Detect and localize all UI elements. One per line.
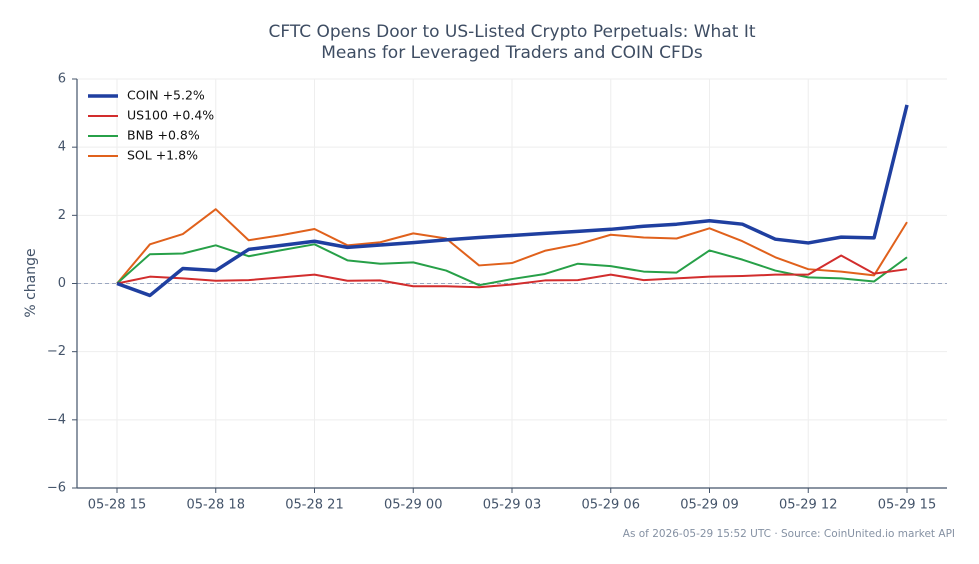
x-tick-label: 05-28 15 [88, 498, 146, 513]
legend-label: COIN +5.2% [127, 88, 205, 103]
legend-label: BNB +0.8% [127, 128, 200, 143]
y-tick-label: −2 [47, 344, 66, 359]
legend-label: SOL +1.8% [127, 148, 198, 163]
x-tick-label: 05-29 12 [779, 498, 837, 513]
x-tick-label: 05-29 03 [483, 498, 541, 513]
y-tick-label: −6 [47, 481, 66, 496]
x-tick-label: 05-29 00 [384, 498, 442, 513]
x-tick-label: 05-29 06 [582, 498, 640, 513]
legend-label: US100 +0.4% [127, 108, 214, 123]
line-series [116, 243, 908, 287]
chart-title: CFTC Opens Door to US-Listed Crypto Perp… [268, 22, 755, 42]
y-tick-label: −4 [47, 412, 66, 427]
y-tick-label: 2 [58, 208, 66, 223]
line-series [116, 254, 908, 289]
x-tick-label: 05-28 18 [187, 498, 245, 513]
y-tick-label: 6 [58, 72, 66, 87]
y-tick-label: 4 [58, 140, 66, 155]
chart-title: Means for Leveraged Traders and COIN CFD… [321, 43, 703, 63]
x-tick-label: 05-28 21 [285, 498, 343, 513]
x-tick-label: 05-29 15 [878, 498, 936, 513]
x-tick-label: 05-29 09 [680, 498, 738, 513]
y-tick-label: 0 [58, 276, 66, 291]
line-series [116, 208, 908, 285]
footer: As of 2026-05-29 15:52 UTC · Source: Coi… [623, 528, 955, 540]
y-axis-label: % change [23, 248, 39, 317]
line-series [116, 104, 909, 298]
